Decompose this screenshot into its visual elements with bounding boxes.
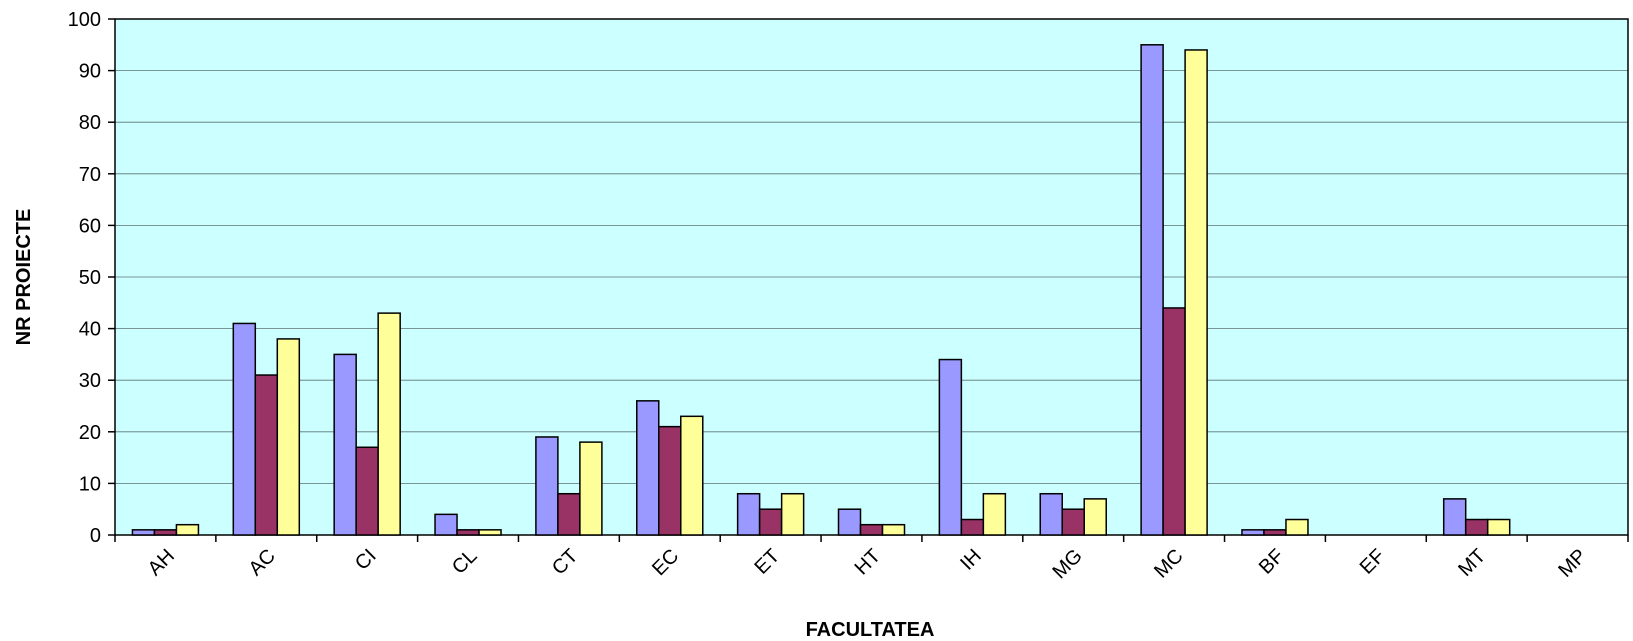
y-tick-label: 0 [90, 525, 101, 547]
x-tick-label-mc: MC [1150, 545, 1188, 583]
y-tick-label: 100 [68, 9, 101, 31]
x-tick-label-bf: BF [1255, 545, 1289, 579]
x-tick-label-cl: CL [448, 545, 482, 579]
y-tick-label: 70 [79, 164, 101, 186]
bar-bf-s1 [1241, 529, 1265, 536]
bars [131, 44, 1511, 536]
bar-mt-s3 [1486, 518, 1511, 536]
bar-mt-s2 [1464, 518, 1489, 536]
bar-ac-s3 [276, 338, 301, 536]
x-tick-label-mt: MT [1454, 545, 1490, 581]
x-tick-label-ih: IH [956, 545, 986, 575]
x-tick-label-ac: AC [245, 545, 280, 580]
bar-bf-s3 [1285, 518, 1309, 536]
y-tick-label: 30 [79, 370, 101, 392]
x-tick-label-ah: AH [144, 545, 179, 580]
x-tick-label-mg: MG [1048, 545, 1086, 583]
bar-mc-s2 [1162, 307, 1186, 536]
bar-ht-s1 [837, 508, 862, 536]
bar-cl-s3 [478, 529, 502, 536]
y-axis: 0 10 20 30 40 50 60 70 80 90 100 [68, 9, 115, 547]
y-tick-label: 60 [79, 215, 101, 237]
y-tick-label: 40 [79, 319, 101, 341]
y-tick-label: 50 [79, 267, 101, 289]
x-tick-label-ec: EC [648, 545, 683, 580]
bar-mg-s1 [1039, 492, 1063, 536]
bar-ci-s3 [377, 312, 401, 536]
bar-cl-s2 [456, 529, 480, 536]
x-tick-label-et: ET [751, 545, 785, 579]
bar-mt-s1 [1442, 498, 1467, 536]
bar-ih-s2 [960, 518, 985, 536]
x-tick-label-ci: CI [351, 545, 381, 575]
bar-bf-s2 [1263, 529, 1287, 536]
bar-ht-s3 [881, 523, 906, 536]
x-tick-label-ef: EF [1356, 545, 1390, 579]
x-tick-label-ht: HT [851, 545, 885, 579]
bar-ci-s2 [355, 446, 379, 536]
bar-ec-s1 [636, 400, 660, 536]
bar-ah-s1 [131, 529, 156, 536]
bar-et-s3 [780, 492, 805, 536]
bar-ah-s3 [175, 523, 200, 536]
bar-ih-s3 [982, 492, 1007, 536]
y-tick-label: 90 [79, 61, 101, 83]
bar-mc-s3 [1184, 49, 1208, 536]
x-axis: AH AC CI CL CT EC ET HT IH MG MC BF EF MT MP [114, 535, 1629, 583]
bar-ac-s2 [254, 374, 279, 536]
x-axis-title: FACULTATEA [806, 619, 935, 641]
bar-ah-s2 [153, 529, 178, 536]
x-tick-label-mp: MP [1554, 545, 1591, 582]
bar-cl-s1 [434, 513, 458, 536]
x-tick-label-ct: CT [548, 545, 582, 579]
bar-mg-s2 [1061, 508, 1085, 536]
bar-ht-s2 [859, 523, 884, 536]
bar-ac-s1 [232, 322, 257, 536]
bar-et-s2 [758, 508, 783, 536]
bar-ec-s2 [658, 425, 682, 536]
y-tick-label: 20 [79, 422, 101, 444]
bar-ct-s3 [579, 441, 603, 536]
bar-ct-s1 [535, 436, 559, 536]
bar-mg-s3 [1083, 498, 1107, 536]
y-axis-title: NR PROIECTE [13, 209, 35, 346]
bar-ci-s1 [333, 353, 357, 536]
bar-mc-s1 [1140, 44, 1164, 536]
y-tick-label: 80 [79, 112, 101, 134]
bar-ct-s2 [557, 492, 581, 536]
y-tick-label: 10 [79, 473, 101, 495]
bar-et-s1 [736, 492, 761, 536]
bar-ec-s3 [680, 415, 704, 536]
bar-ih-s1 [938, 358, 963, 536]
